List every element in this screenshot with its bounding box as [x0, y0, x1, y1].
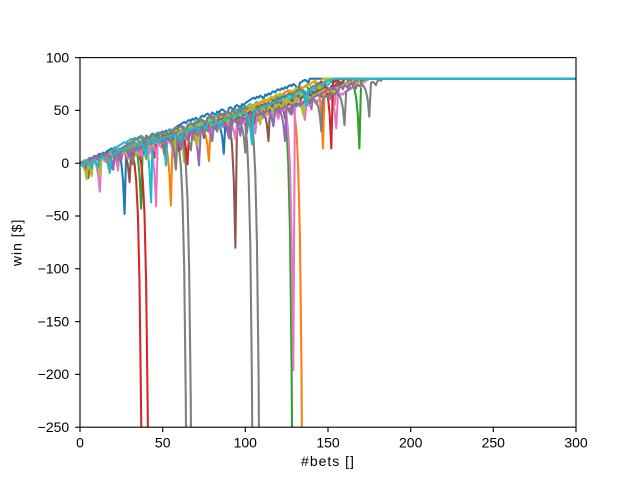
svg-text:200: 200	[399, 434, 423, 450]
svg-text:−150: −150	[38, 313, 70, 329]
svg-text:300: 300	[564, 434, 588, 450]
svg-text:150: 150	[316, 434, 340, 450]
svg-text:50: 50	[54, 102, 70, 118]
svg-text:win [$]: win [$]	[9, 219, 25, 267]
svg-text:#bets []: #bets []	[301, 453, 355, 469]
svg-text:0: 0	[61, 155, 69, 171]
svg-text:0: 0	[76, 434, 84, 450]
svg-text:−50: −50	[45, 208, 69, 224]
svg-text:50: 50	[155, 434, 171, 450]
svg-text:250: 250	[482, 434, 506, 450]
svg-text:−250: −250	[38, 419, 70, 435]
svg-text:−200: −200	[38, 366, 70, 382]
svg-text:100: 100	[46, 49, 70, 65]
svg-text:100: 100	[234, 434, 258, 450]
svg-text:−100: −100	[38, 261, 70, 277]
